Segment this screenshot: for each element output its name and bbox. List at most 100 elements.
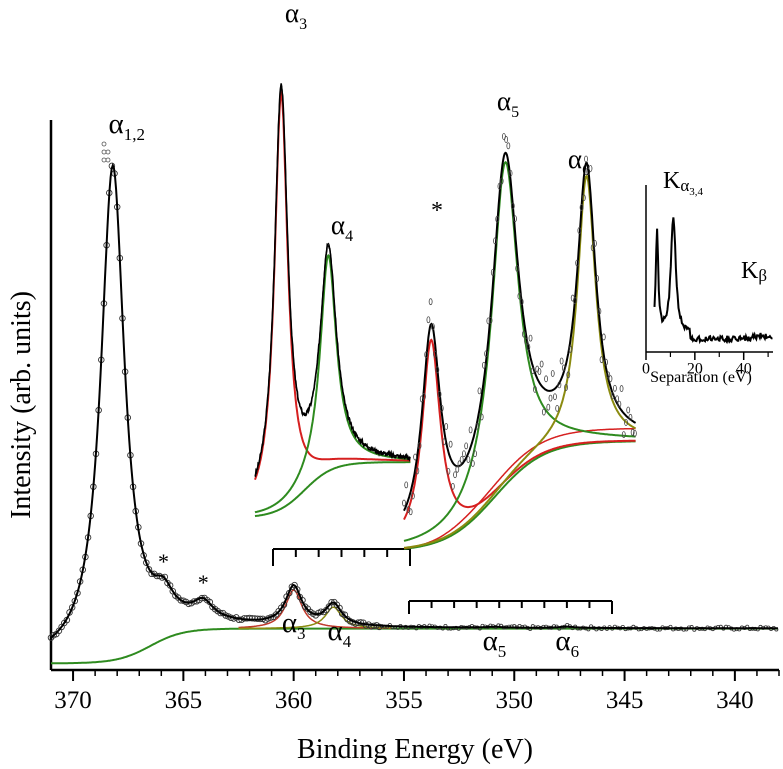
inset2-data-point [597,307,602,315]
inset2-data-point [439,404,444,412]
inset2-data-point [604,358,608,366]
inset3-tick-label: 20 [687,360,703,377]
inset2-data-point [588,165,593,172]
inset2-data-point [615,395,620,403]
data-point [217,609,224,617]
satellite-marker: * [158,549,169,574]
inset2-data-point [470,460,475,467]
inset2-data-point [504,136,509,143]
inset2-data-point [482,361,486,369]
inset2-alpha5-component [403,160,636,542]
inset2-data-point [533,385,537,393]
inset3-label: Kα3,4 [663,168,704,198]
inset2-data-point [453,471,457,479]
inset2-data-point [464,442,469,450]
inset2-data-point [404,481,409,489]
inset2-data-point [444,423,449,430]
inset2-data-point [521,330,526,338]
inset2-data-point [610,392,615,400]
inset2-data-point [613,384,617,392]
inset2-data-point [410,492,415,500]
inset3-curve [653,217,773,345]
inset2-data-point [475,422,480,430]
inset2-data-point [524,337,528,345]
x-tick-label: 360 [275,687,313,714]
inset2-scale-bar [408,600,613,614]
inset2-data-point [517,292,522,300]
inset2-data-point [466,456,471,464]
inset2-data-point [508,169,513,177]
inset2-data-point [442,438,446,446]
inset2-data-point [446,467,451,475]
fit-line [50,162,778,639]
inset2-curves [402,133,637,550]
inset2-data-point [477,387,482,395]
inset2-data-point [581,194,586,202]
inset2-data-point [424,351,429,359]
inset2-data-point [608,375,613,383]
inset2-data-point [402,499,406,507]
inset2-data-point [430,323,435,331]
inset2-data-point [506,142,511,150]
inset1-alpha3-component [254,90,411,481]
peak-label-6: α6 [555,625,579,661]
inset2-data-point [617,400,622,408]
inset2-data-point [515,265,520,272]
x-tick-label: 355 [385,687,423,714]
inset2-data-point [599,356,604,364]
inset2-data-point [541,408,546,416]
inset2-data-point [584,155,588,163]
inset2-data-point [473,450,477,458]
inset2-data-point [606,371,611,379]
peak-label-12: α1,2 [109,108,145,144]
inset2-data-point [630,428,635,436]
inset-alpha3-alpha4: α3 α4 [254,0,411,566]
inset2-data-point [568,345,573,353]
inset2-data-point [528,334,533,342]
inset2-data-point [544,375,548,383]
peak-label-4: α4 [328,615,352,651]
inset2-data-point [486,317,491,325]
inset2-data-point [497,182,502,190]
inset2-peak-labels: * α5 α6 [431,86,590,224]
inset2-data-point [621,431,626,438]
inset2-data-point [566,371,571,379]
main-plot: 370 365 360 355 350 345 340 α1,2 α3 α4 α5 α6 * * Bin… [6,108,780,765]
inset2-data-point [499,177,504,185]
inset2-data-point [548,394,553,402]
inset2-data-point [437,390,442,398]
inset2-data-point [595,275,600,282]
inset2-data-point [575,259,580,267]
inset2-data-point [468,426,473,434]
fit-curve [50,162,778,639]
inset2-data-point [537,368,542,375]
inset2-data-point [526,343,531,351]
peak-label-3: α3 [282,607,306,643]
inset3-line [653,217,773,345]
inset2-peak-label: α6 [568,144,590,179]
inset-alpha5-alpha6: * α5 α6 [402,86,637,614]
data-point [293,586,301,593]
inset2-data-point [408,508,413,516]
inset2-data-point [590,244,595,252]
inset2-data-point [579,204,584,211]
inset-k-alpha-separation: 0 20 40 Kα3,4 Kβ Separation (eV) [642,168,773,386]
inset1-curves [254,82,411,518]
inset2-data-point [557,381,562,389]
inset2-peak-label: α5 [497,86,519,121]
x-axis-title: Binding Energy (eV) [297,734,533,765]
label-marker [105,157,111,163]
inset2-data-point [559,357,564,365]
inset1-fit [254,82,411,477]
inset3-label: Kβ [741,258,767,285]
inset2-data-point [593,240,597,247]
inset2-data-point [632,429,637,437]
inset3-tick-label: 40 [736,360,752,377]
label-marker [105,149,111,155]
inset2-data-point [433,350,437,358]
inset2-fit [403,151,637,512]
inset2-data-point [626,406,631,414]
inset2-data-point [510,202,515,210]
label-marker [101,157,107,163]
